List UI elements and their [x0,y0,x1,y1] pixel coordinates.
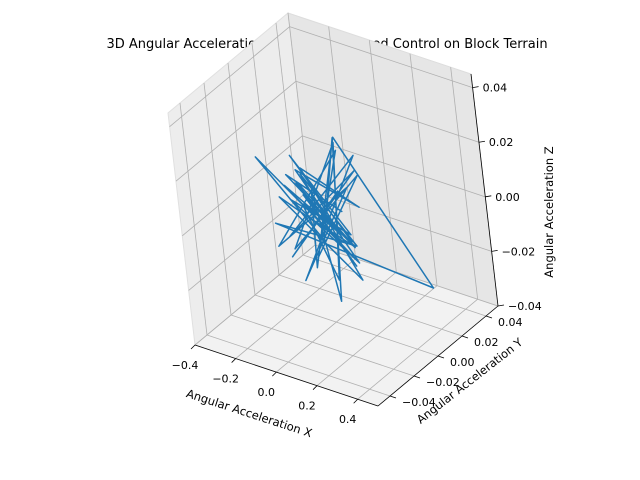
y-grid-line [227,62,256,296]
z-grid-line [308,190,492,252]
tick-labels: −0.4 −0.2 0.0 0.2 0.4 −0.04 −0.02 0.00 0.02 0.04 −… [172,82,542,427]
z-tick-mark [478,140,486,143]
z-tick-label: 0.04 [483,82,508,95]
z-tick-mark [497,304,505,307]
y-tick-mark [437,355,445,359]
series-line-0 [254,136,435,303]
x-tick-label: 0.0 [258,386,276,399]
x-tick-mark [231,358,236,363]
y-grid-line [278,274,463,337]
z-tick-label: 0.00 [495,191,520,204]
y-grid-line [206,334,391,397]
y-tick-mark [389,395,397,399]
z-grid-line [314,244,499,307]
x-tick-label: 0.2 [298,400,316,413]
y-axis-line [377,305,499,407]
x-tick-mark [190,344,196,350]
x-grid-line [450,67,479,300]
y-grid-line [302,254,487,317]
z-tick-mark [485,195,492,198]
z-grid-line [182,135,303,237]
z-axis-line [470,73,499,307]
grid-lines [169,12,499,400]
y-tick-label: 0.00 [450,356,475,369]
y-tick-label: −0.04 [402,396,436,409]
x-grid-line [409,53,438,286]
z-grid-line [175,80,297,182]
z-grid-line [194,244,316,346]
y-grid-line [179,102,208,336]
y-tick-label: 0.02 [474,336,499,349]
y-tick-mark [485,315,493,319]
y-grid-line [230,314,415,377]
x-axis-line [194,344,379,407]
x-grid-line [368,40,397,273]
y-grid-line [254,294,439,357]
y-tick-mark [461,335,469,339]
y-grid-line [203,82,232,316]
x-tick-label: −0.2 [212,373,239,386]
z-tick-label: −0.04 [508,300,542,313]
plot-area [254,136,435,303]
y-tick-label: 0.04 [498,316,523,329]
z-tick-mark [491,250,498,252]
axis-lines [190,73,505,407]
z-tick-label: 0.02 [489,136,514,149]
x-tick-label: 0.4 [339,413,357,426]
x-grid-line [328,26,357,259]
z-axis-label: Angular Acceleration Z [542,146,556,277]
y-grid-line [251,42,280,276]
z-tick-label: −0.02 [502,245,536,258]
z-tick-mark [472,86,479,89]
z-grid-line [295,80,480,143]
y-tick-label: −0.02 [426,376,460,389]
x-tick-mark [353,398,358,404]
x-axis-label: Angular Acceleration X [185,386,314,440]
z-grid-line [289,26,473,89]
x-tick-label: −0.4 [172,359,199,372]
x-tick-mark [272,371,277,377]
y-tick-mark [413,375,421,379]
z-grid-line [169,26,290,127]
x-tick-mark [312,385,318,390]
